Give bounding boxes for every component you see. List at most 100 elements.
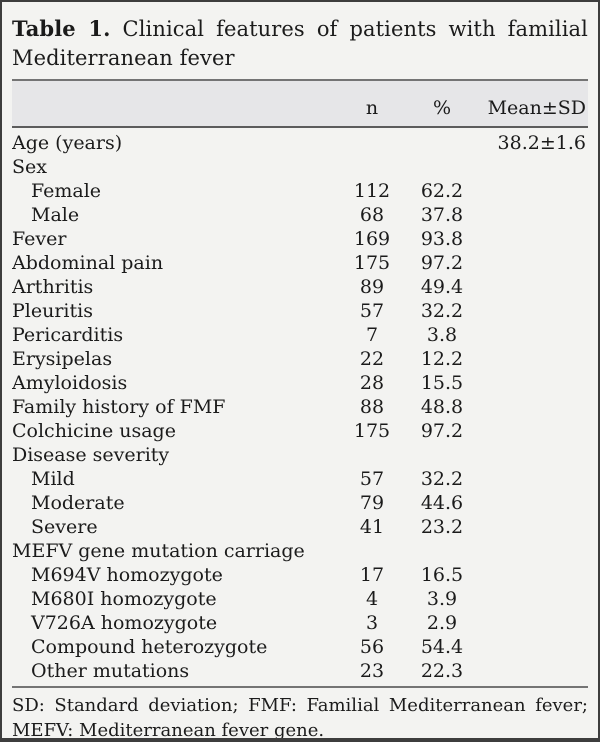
cell-n: 175 [353, 252, 391, 274]
cell-percent: 48.8 [420, 396, 464, 418]
cell-mean-sd [482, 611, 588, 635]
cell-n: 57 [359, 468, 385, 490]
cell-mean-sd [482, 587, 588, 611]
row-label: M680I homozygote [31, 588, 217, 610]
cell-n: 89 [359, 276, 385, 298]
row-label: M694V homozygote [31, 564, 223, 586]
cell-n: 175 [353, 420, 391, 442]
row-label: Other mutations [31, 660, 190, 682]
row-label: V726A homozygote [31, 612, 218, 634]
table-row: Abdominal pain 175 97.2 [12, 251, 588, 275]
table-row: Colchicine usage 175 97.2 [12, 419, 588, 443]
cell-mean-sd [482, 155, 588, 179]
table-row: M680I homozygote 4 3.9 [12, 587, 588, 611]
table-row: Other mutations 23 22.3 [12, 659, 588, 683]
table-row: Family history of FMF 88 48.8 [12, 395, 588, 419]
cell-mean-sd [482, 515, 588, 539]
row-label: MEFV gene mutation carriage [12, 540, 305, 562]
cell-mean-sd [482, 419, 588, 443]
cell-percent: 3.8 [426, 324, 458, 346]
cell-mean-sd [482, 323, 588, 347]
footnote-line1: SD: Standard deviation; FMF: Familial Me… [12, 695, 588, 716]
cell-n: 56 [359, 636, 385, 658]
table-row: Moderate 79 44.6 [12, 491, 588, 515]
cell-n [342, 443, 402, 467]
cell-percent: 37.8 [420, 204, 464, 226]
row-label: Mild [31, 468, 75, 490]
cell-mean-sd [482, 491, 588, 515]
row-label: Erysipelas [12, 348, 113, 370]
cell-percent [402, 131, 482, 155]
cell-percent: 54.4 [420, 636, 464, 658]
cell-n: 28 [359, 372, 385, 394]
table-number-label: Table 1. [12, 16, 111, 41]
cell-mean-sd [482, 227, 588, 251]
cell-mean-sd [482, 179, 588, 203]
row-label: Arthritis [12, 276, 94, 298]
cell-percent [402, 539, 482, 563]
column-header-row: n % Mean±SD [12, 79, 588, 128]
cell-percent: 44.6 [420, 492, 464, 514]
cell-percent: 2.9 [426, 612, 458, 634]
row-label: Female [31, 180, 102, 202]
cell-mean-sd [482, 275, 588, 299]
row-label: Sex [12, 156, 47, 178]
table-row: Age (years) 38.2±1.6 [12, 131, 588, 155]
row-label: Severe [31, 516, 98, 538]
cell-percent: 23.2 [420, 516, 464, 538]
cell-percent: 62.2 [420, 180, 464, 202]
row-label: Colchicine usage [12, 420, 176, 442]
cell-mean-sd [482, 347, 588, 371]
table-title: Table 1. Clinical features of patients w… [12, 14, 588, 73]
cell-percent: 22.3 [420, 660, 464, 682]
table-row: Amyloidosis 28 15.5 [12, 371, 588, 395]
cell-n [342, 539, 402, 563]
cell-n: 17 [359, 564, 385, 586]
row-label: Amyloidosis [12, 372, 128, 394]
cell-n: 88 [359, 396, 385, 418]
cell-percent: 16.5 [420, 564, 464, 586]
table-title-line1: Table 1. Clinical features of patients w… [12, 14, 588, 44]
cell-percent: 97.2 [420, 252, 464, 274]
table-row: Severe 41 23.2 [12, 515, 588, 539]
row-label: Compound heterozygote [31, 636, 268, 658]
table-title-line2: Mediterranean fever [12, 46, 235, 70]
table-row: Arthritis 89 49.4 [12, 275, 588, 299]
cell-n [342, 155, 402, 179]
row-label: Pericarditis [12, 324, 124, 346]
table-rows: Age (years) 38.2±1.6 Sex Female 112 62.2 Male 6… [12, 128, 588, 683]
cell-n: 68 [359, 204, 385, 226]
cell-mean-sd [482, 539, 588, 563]
cell-n: 57 [359, 300, 385, 322]
cell-n: 23 [359, 660, 385, 682]
row-label: Disease severity [12, 444, 170, 466]
cell-percent: 3.9 [426, 588, 458, 610]
cell-mean-sd [482, 299, 588, 323]
cell-percent [402, 155, 482, 179]
cell-percent: 49.4 [420, 276, 464, 298]
cell-n: 112 [353, 180, 391, 202]
row-label: Moderate [31, 492, 125, 514]
cell-percent [402, 443, 482, 467]
cell-mean-sd [482, 635, 588, 659]
cell-mean-sd: 38.2±1.6 [497, 132, 586, 154]
table-row: Mild 57 32.2 [12, 467, 588, 491]
cell-mean-sd [482, 251, 588, 275]
cell-percent: 97.2 [420, 420, 464, 442]
cell-mean-sd [482, 443, 588, 467]
cell-percent: 32.2 [420, 300, 464, 322]
cell-percent: 93.8 [420, 228, 464, 250]
cell-mean-sd [482, 371, 588, 395]
cell-mean-sd [482, 659, 588, 683]
table-row: Pleuritis 57 32.2 [12, 299, 588, 323]
table-row: Compound heterozygote 56 54.4 [12, 635, 588, 659]
row-label: Male [31, 204, 80, 226]
cell-n: 4 [365, 588, 379, 610]
cell-mean-sd [482, 467, 588, 491]
cell-n: 3 [365, 612, 379, 634]
footnote-line2: MEFV: Mediterranean fever gene. [12, 720, 325, 741]
table-row: Fever 169 93.8 [12, 227, 588, 251]
column-header-n: n [365, 97, 379, 119]
row-label: Fever [12, 228, 67, 250]
table-row: Sex [12, 155, 588, 179]
